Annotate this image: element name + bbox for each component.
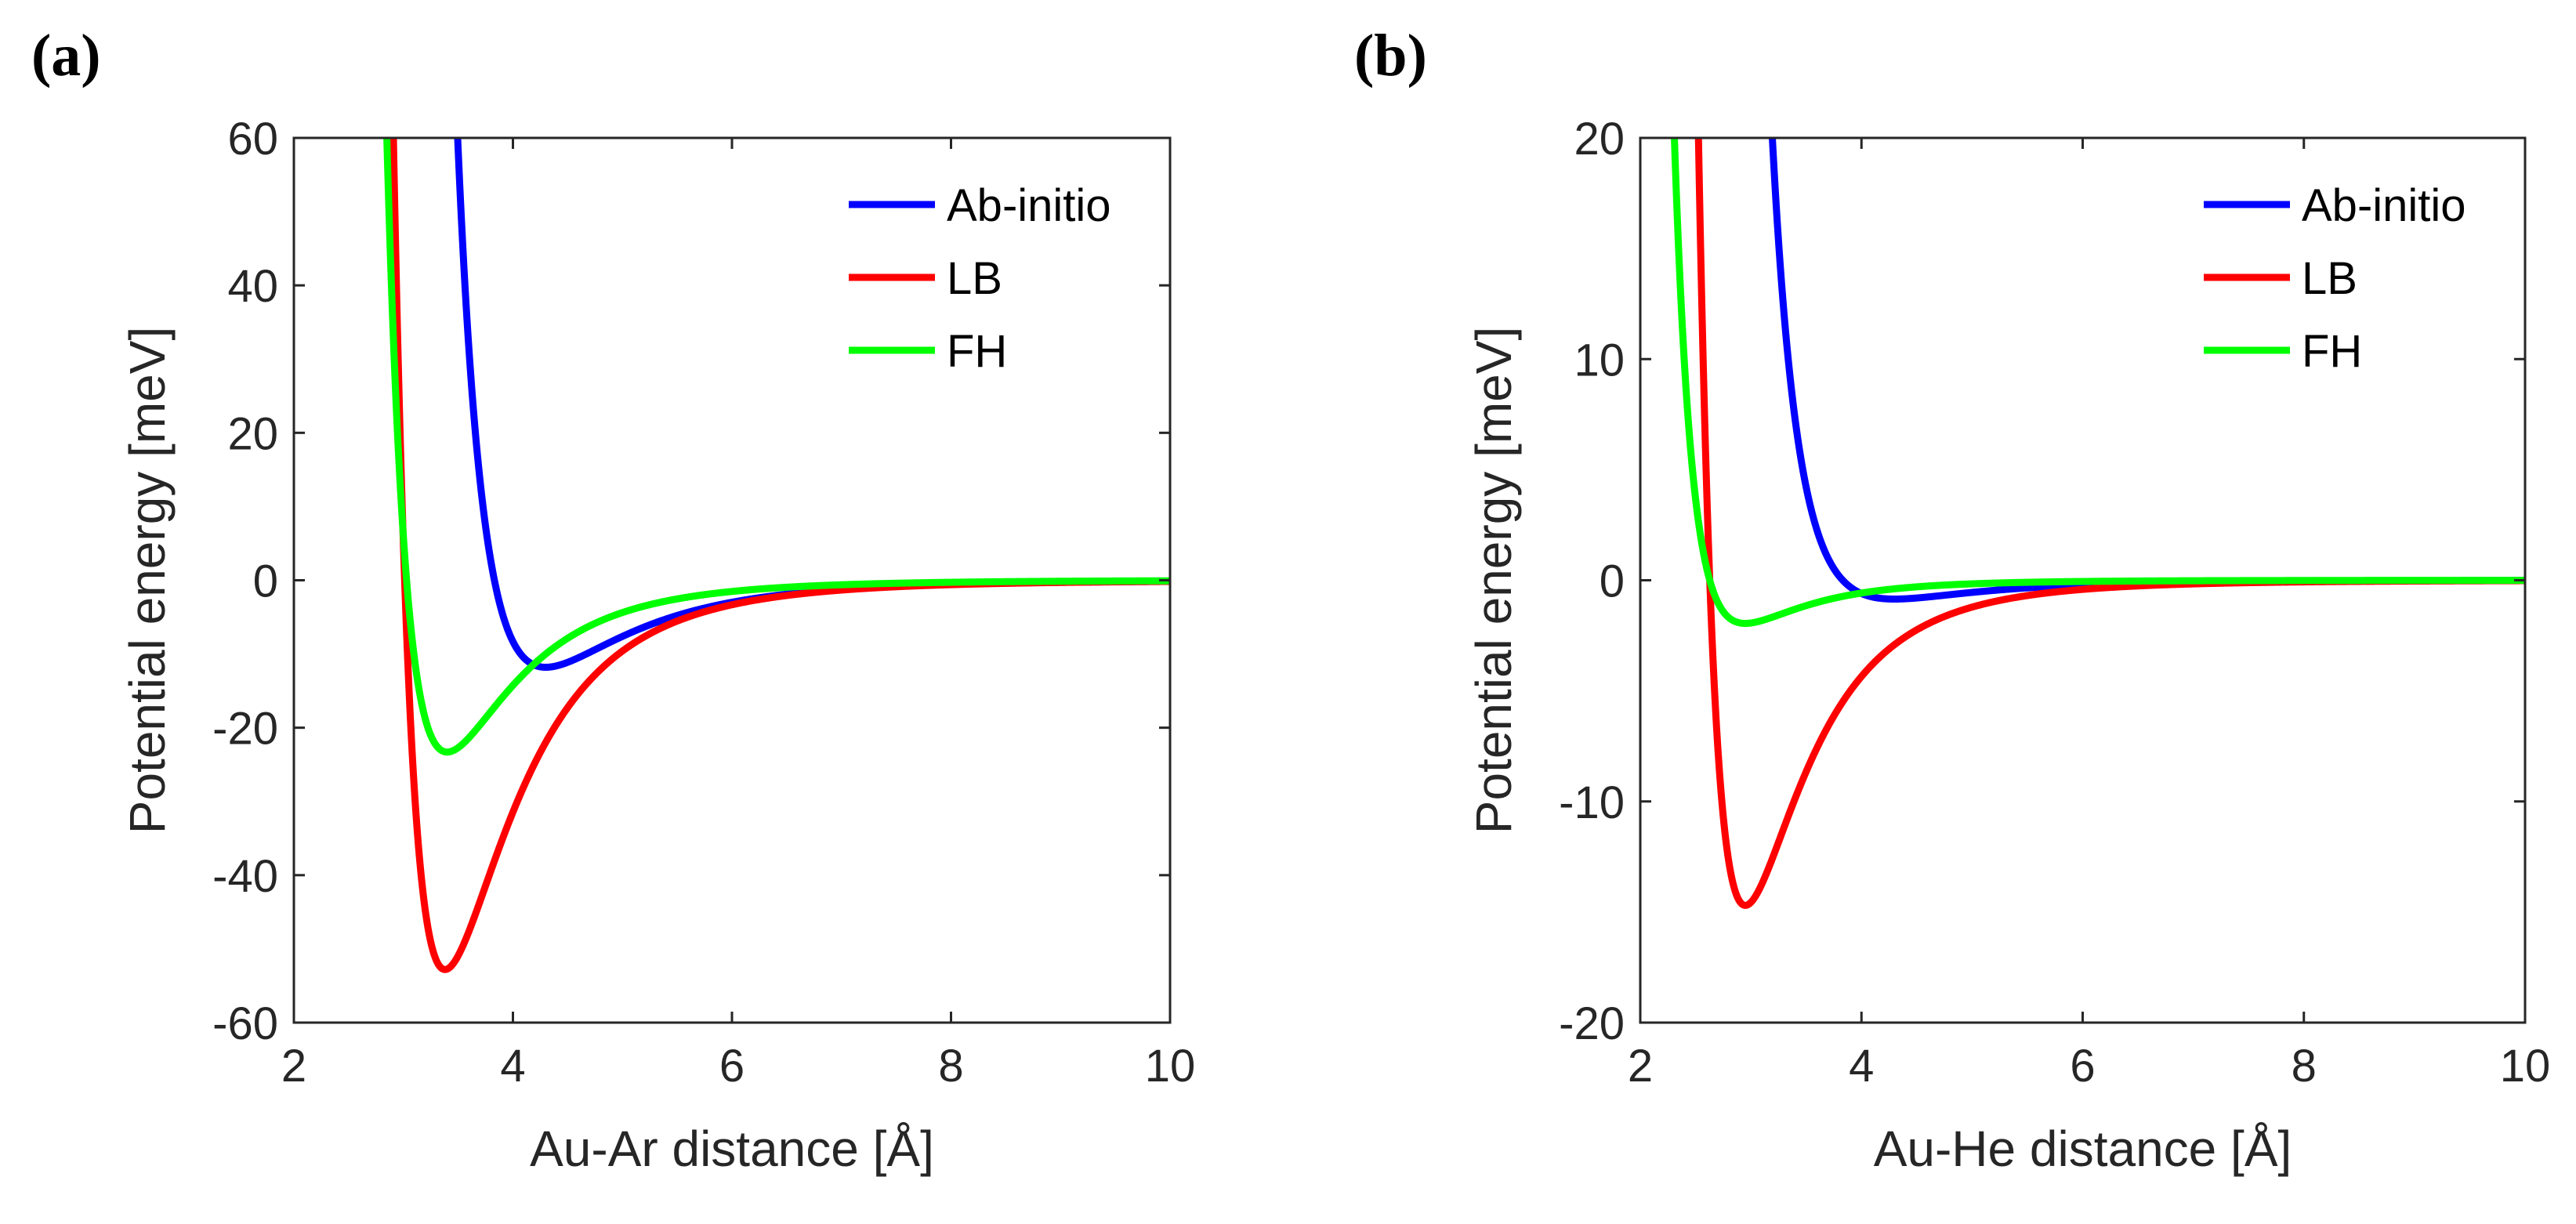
ticks-b — [1639, 136, 2527, 1024]
y-tick-label-a-3: 0 — [253, 556, 278, 607]
panel-b: (b) 2 4 6 8 10 -20 -10 0 10 20 Au-He distance [Å… — [1354, 23, 2550, 1177]
y-tick-label-b-0: -20 — [1559, 998, 1625, 1049]
legend-label-lb-a: LB — [947, 253, 1002, 304]
y-axis-label-b: Potential energy [meV] — [1466, 327, 1522, 834]
y-tick-label-b-3: 10 — [1574, 335, 1625, 386]
x-tick-label-a-4: 10 — [1145, 1041, 1196, 1092]
y-tick-label-a-5: 40 — [227, 261, 278, 312]
y-axis-label-a: Potential energy [meV] — [119, 327, 176, 834]
x-tick-labels-b: 2 4 6 8 10 — [1628, 1041, 2550, 1092]
legend-label-ab-initio-a: Ab-initio — [947, 180, 1111, 231]
legend-label-fh-a: FH — [947, 326, 1007, 377]
legend-b: Ab-initio LB FH — [2204, 180, 2466, 377]
x-tick-label-b-1: 4 — [1849, 1041, 1874, 1092]
x-tick-label-a-1: 4 — [500, 1041, 525, 1092]
y-tick-label-a-4: 20 — [227, 408, 278, 459]
y-tick-label-b-1: -10 — [1559, 777, 1625, 828]
legend-label-lb-b: LB — [2302, 253, 2357, 304]
y-tick-label-b-4: 20 — [1574, 114, 1625, 165]
y-tick-label-a-0: -60 — [212, 998, 278, 1049]
y-tick-label-a-2: -20 — [212, 704, 278, 755]
panel-label-b: (b) — [1354, 23, 1427, 89]
panel-a: (a) 2 4 6 8 10 -60 -40 -20 0 20 40 60 Au-Ar distan… — [31, 23, 1195, 1177]
x-tick-label-b-4: 10 — [2500, 1041, 2551, 1092]
series-layer-a — [383, 138, 1170, 973]
x-tick-label-a-2: 6 — [719, 1041, 745, 1092]
x-tick-label-b-3: 8 — [2292, 1041, 2317, 1092]
y-tick-label-a-6: 60 — [227, 114, 278, 165]
x-tick-label-b-0: 2 — [1628, 1041, 1653, 1092]
legend-a: Ab-initio LB FH — [849, 180, 1111, 377]
y-tick-label-a-1: -40 — [212, 851, 278, 902]
series-line-ab-initio-a — [454, 138, 1170, 672]
x-axis-label-b: Au-He distance [Å] — [1874, 1121, 2292, 1177]
x-tick-label-a-0: 2 — [281, 1041, 306, 1092]
series-line-lb-b — [1694, 138, 2525, 909]
ticks-a — [292, 136, 1172, 1024]
x-tick-label-a-3: 8 — [938, 1041, 963, 1092]
panel-label-a: (a) — [31, 23, 101, 89]
y-tick-labels-a: -60 -40 -20 0 20 40 60 — [212, 114, 278, 1049]
series-layer-b — [1671, 138, 2525, 909]
series-line-fh-a — [383, 138, 1170, 756]
series-line-fh-b — [1671, 138, 2525, 628]
y-tick-label-b-2: 0 — [1600, 556, 1625, 607]
legend-label-fh-b: FH — [2302, 326, 2362, 377]
x-tick-label-b-2: 6 — [2070, 1041, 2095, 1092]
y-tick-labels-b: -20 -10 0 10 20 — [1559, 114, 1625, 1049]
x-axis-label-a: Au-Ar distance [Å] — [530, 1121, 934, 1177]
x-tick-labels-a: 2 4 6 8 10 — [281, 1041, 1195, 1092]
legend-label-ab-initio-b: Ab-initio — [2302, 180, 2466, 231]
series-line-ab-initio-b — [1769, 138, 2525, 603]
